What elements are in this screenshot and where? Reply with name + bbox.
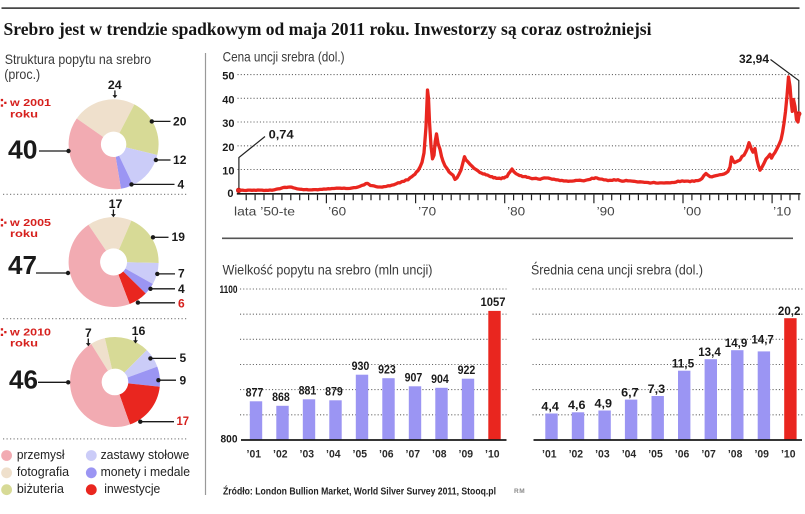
svg-text:868: 868 xyxy=(272,390,290,404)
svg-text:’09: ’09 xyxy=(754,449,769,461)
svg-text:12: 12 xyxy=(173,153,187,167)
svg-text:19: 19 xyxy=(172,230,186,244)
svg-text:930: 930 xyxy=(352,359,370,373)
svg-text:877: 877 xyxy=(246,386,264,400)
svg-text:9: 9 xyxy=(180,374,187,388)
svg-text:’07: ’07 xyxy=(406,449,421,461)
svg-text:922: 922 xyxy=(458,363,476,377)
svg-text:inwestycje: inwestycje xyxy=(104,481,160,496)
svg-text:Średnia cena uncji srebra (dol: Średnia cena uncji srebra (dol.) xyxy=(531,261,703,278)
svg-text:4,6: 4,6 xyxy=(568,398,586,412)
svg-text:fotografia: fotografia xyxy=(17,464,70,479)
svg-text:Struktura popytu na srebro: Struktura popytu na srebro xyxy=(5,51,152,67)
svg-text:6,7: 6,7 xyxy=(621,385,639,399)
svg-text:biżuteria: biżuteria xyxy=(17,481,65,496)
svg-text:4,4: 4,4 xyxy=(541,399,559,413)
svg-text:’70: ’70 xyxy=(418,205,436,219)
svg-text:roku: roku xyxy=(10,109,38,120)
svg-text:7,3: 7,3 xyxy=(648,382,666,396)
svg-text:16: 16 xyxy=(132,324,146,338)
svg-text:’02: ’02 xyxy=(273,449,288,461)
svg-text:32,94: 32,94 xyxy=(739,52,769,66)
svg-text:0,74: 0,74 xyxy=(269,127,294,141)
svg-text:’05: ’05 xyxy=(353,449,368,461)
svg-text:w 2010: w 2010 xyxy=(9,327,52,338)
svg-text:47: 47 xyxy=(8,250,37,280)
svg-text:’01: ’01 xyxy=(247,449,262,461)
svg-text:20: 20 xyxy=(173,114,187,128)
svg-text:Wielkość popytu na srebro (mln: Wielkość popytu na srebro (mln uncji) xyxy=(223,262,433,278)
svg-text:14,7: 14,7 xyxy=(751,333,774,347)
svg-text:przemysł: przemysł xyxy=(17,447,65,462)
svg-text:0: 0 xyxy=(227,188,233,200)
svg-text:17: 17 xyxy=(177,414,190,428)
svg-text:907: 907 xyxy=(405,371,423,385)
svg-text:40: 40 xyxy=(222,94,234,106)
svg-text:’10: ’10 xyxy=(781,449,796,461)
svg-text:’07: ’07 xyxy=(701,449,716,461)
svg-text:904: 904 xyxy=(431,372,449,386)
svg-text:24: 24 xyxy=(108,78,122,92)
svg-text:(proc.): (proc.) xyxy=(4,66,40,82)
svg-text:’00: ’00 xyxy=(683,205,701,219)
svg-text:’08: ’08 xyxy=(432,449,447,461)
svg-text:4,9: 4,9 xyxy=(595,396,613,410)
svg-text:roku: roku xyxy=(10,229,38,240)
svg-text:11,5: 11,5 xyxy=(672,356,695,370)
svg-text:’08: ’08 xyxy=(728,449,743,461)
svg-text:7: 7 xyxy=(178,267,185,281)
svg-text:1100: 1100 xyxy=(220,284,238,296)
svg-text:’80: ’80 xyxy=(507,205,525,219)
svg-text:lata ’50-te: lata ’50-te xyxy=(234,205,295,219)
svg-text:’06: ’06 xyxy=(379,449,394,461)
svg-text:20: 20 xyxy=(222,142,234,154)
svg-text:’03: ’03 xyxy=(300,449,315,461)
svg-text:6: 6 xyxy=(178,296,185,310)
svg-text:46: 46 xyxy=(9,365,38,395)
svg-text:14,9: 14,9 xyxy=(725,336,748,350)
svg-text:RM: RM xyxy=(514,488,525,495)
svg-text:’10: ’10 xyxy=(485,449,500,461)
svg-text:’05: ’05 xyxy=(648,449,663,461)
svg-text:4: 4 xyxy=(178,282,185,296)
svg-text:w 2005: w 2005 xyxy=(9,218,52,229)
svg-text:’02: ’02 xyxy=(569,449,584,461)
svg-text:’01: ’01 xyxy=(542,449,557,461)
svg-text:10: 10 xyxy=(222,166,234,178)
svg-text:’10: ’10 xyxy=(773,205,791,219)
svg-text:4: 4 xyxy=(178,177,185,191)
svg-text:20,2: 20,2 xyxy=(778,304,801,318)
svg-text:’60: ’60 xyxy=(328,205,346,219)
svg-text:923: 923 xyxy=(378,363,396,377)
svg-text:’04: ’04 xyxy=(326,449,341,461)
svg-text:1057: 1057 xyxy=(481,295,506,309)
svg-text:roku: roku xyxy=(10,339,38,350)
svg-text:’09: ’09 xyxy=(459,449,474,461)
svg-text:17: 17 xyxy=(109,197,123,211)
svg-text:Srebro jest w trendzie spadkow: Srebro jest w trendzie spadkowym od maja… xyxy=(4,19,652,39)
svg-text:’04: ’04 xyxy=(622,449,637,461)
svg-text:879: 879 xyxy=(325,385,343,399)
svg-text:800: 800 xyxy=(221,434,238,446)
svg-text:50: 50 xyxy=(222,71,234,83)
svg-text:30: 30 xyxy=(222,118,234,130)
svg-text:w 2001: w 2001 xyxy=(9,98,52,109)
svg-text:5: 5 xyxy=(180,351,187,365)
svg-text:40: 40 xyxy=(8,135,38,165)
svg-text:zastawy stołowe: zastawy stołowe xyxy=(101,447,190,462)
svg-text:Cena uncji srebra (dol.): Cena uncji srebra (dol.) xyxy=(223,49,345,65)
svg-text:’03: ’03 xyxy=(595,449,610,461)
svg-text:’90: ’90 xyxy=(597,205,615,219)
svg-text:881: 881 xyxy=(299,384,317,398)
svg-text:Źródło: London Bullion Market,: Źródło: London Bullion Market, World Sil… xyxy=(223,485,496,498)
svg-text:13,4: 13,4 xyxy=(698,345,721,359)
svg-text:’06: ’06 xyxy=(675,449,690,461)
svg-text:monety i medale: monety i medale xyxy=(101,464,190,479)
svg-text:7: 7 xyxy=(85,326,92,340)
